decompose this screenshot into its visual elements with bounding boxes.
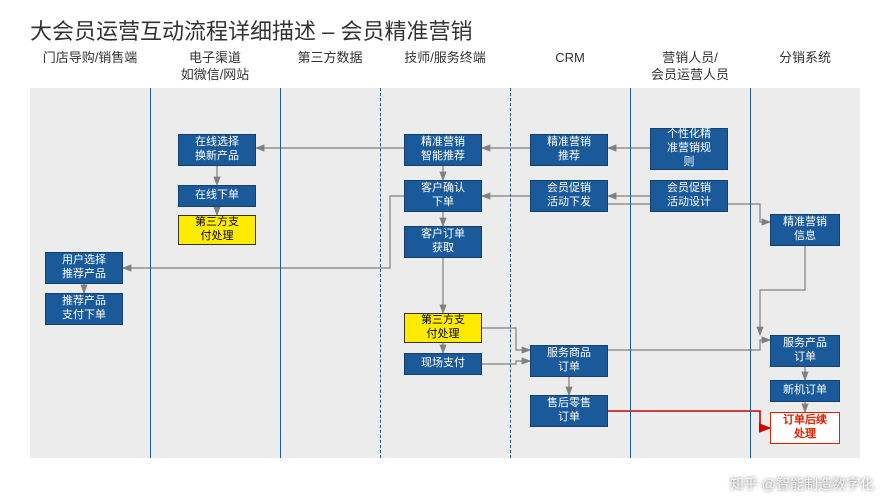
- n-crm-rec: 精准营销 推荐: [530, 134, 608, 166]
- n-rule: 个性化精 准营销规 则: [650, 128, 728, 170]
- lane-header-lane7: 分销系统: [750, 50, 860, 67]
- n-3rd-pay2: 第三方支 付处理: [404, 313, 482, 343]
- n-3rd-pay1: 第三方支 付处理: [178, 215, 256, 245]
- lane-header-lane6: 营销人员/ 会员运营人员: [630, 50, 750, 84]
- n-cust-ord: 客户订单 获取: [404, 226, 482, 258]
- watermark: 知乎 @智能制造数字化: [730, 474, 874, 494]
- n-online-ord: 在线下单: [178, 185, 256, 207]
- n-online-sel: 在线选择 换新产品: [178, 134, 256, 166]
- lane-divider-2: [380, 88, 381, 458]
- n-jz-rec: 精准营销 智能推荐: [404, 134, 482, 166]
- lane-header-lane4: 技师/服务终端: [380, 50, 510, 67]
- lane-divider-0: [150, 88, 151, 458]
- lane-header-lane3: 第三方数据: [280, 50, 380, 67]
- n-rec-pay: 推荐产品 支付下单: [45, 293, 123, 325]
- lane-divider-3: [510, 88, 511, 458]
- lane-divider-4: [630, 88, 631, 458]
- lane-divider-5: [750, 88, 751, 458]
- n-svc-prod: 服务产品 订单: [770, 335, 840, 367]
- n-cust-conf: 客户确认 下单: [404, 180, 482, 212]
- n-act-design: 会员促销 活动设计: [650, 180, 728, 212]
- n-new-ord: 新机订单: [770, 380, 840, 402]
- n-svc-goods: 服务商品 订单: [530, 345, 608, 377]
- n-after-sale: 售后零售 订单: [530, 395, 608, 427]
- lane-header-lane1: 门店导购/销售端: [30, 50, 150, 67]
- n-followup: 订单后续 处理: [770, 412, 840, 444]
- lane-header-lane2: 电子渠道 如微信/网站: [150, 50, 280, 84]
- page-title: 大会员运营互动流程详细描述 – 会员精准营销: [30, 14, 472, 46]
- n-onsite-pay: 现场支付: [404, 353, 482, 375]
- n-dist-info: 精准营销 信息: [770, 214, 840, 246]
- lane-header-lane5: CRM: [510, 50, 630, 67]
- lane-divider-1: [280, 88, 281, 458]
- n-crm-act: 会员促销 活动下发: [530, 180, 608, 212]
- n-user-sel: 用户选择 推荐产品: [45, 252, 123, 284]
